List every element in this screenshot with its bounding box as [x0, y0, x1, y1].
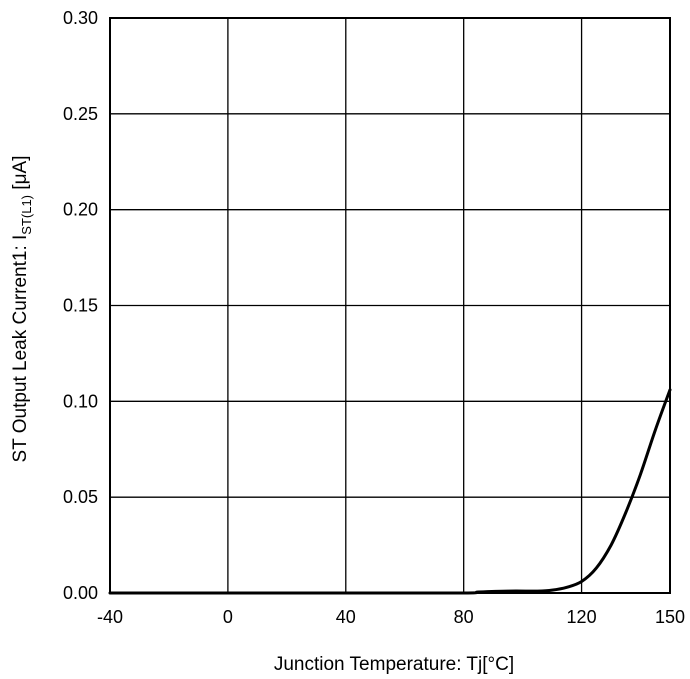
- x-axis-title: Junction Temperature: Tj[°C]: [274, 654, 514, 675]
- y-tick-labels: 0.00 0.05 0.10 0.15 0.20 0.25 0.30: [63, 8, 98, 603]
- series-line-leak-current: [108, 388, 672, 595]
- y-axis-title-suffix: [μA]: [10, 156, 31, 195]
- y-tick-label-1: 0.05: [63, 487, 98, 507]
- x-tick-label-5: 150: [655, 607, 685, 627]
- x-tick-label-0: -40: [97, 607, 123, 627]
- y-tick-label-2: 0.10: [63, 391, 98, 411]
- y-tick-label-6: 0.30: [63, 8, 98, 28]
- y-tick-label-0: 0.00: [63, 583, 98, 603]
- grid: [109, 17, 671, 594]
- x-tick-labels: -40 0 40 80 120 150: [97, 607, 685, 627]
- y-tick-label-5: 0.25: [63, 104, 98, 124]
- y-tick-label-4: 0.20: [63, 200, 98, 220]
- y-tick-label-3: 0.15: [63, 296, 98, 316]
- y-axis-title: ST Output Leak Current1: IST(L1) [μA]: [10, 156, 34, 463]
- x-tick-label-1: 0: [223, 607, 233, 627]
- x-tick-label-2: 40: [336, 607, 356, 627]
- x-tick-label-3: 80: [454, 607, 474, 627]
- y-axis-title-subscript: ST(L1): [19, 195, 34, 235]
- x-tick-label-4: 120: [567, 607, 597, 627]
- y-axis-title-prefix: ST Output Leak Current1: I: [10, 235, 31, 463]
